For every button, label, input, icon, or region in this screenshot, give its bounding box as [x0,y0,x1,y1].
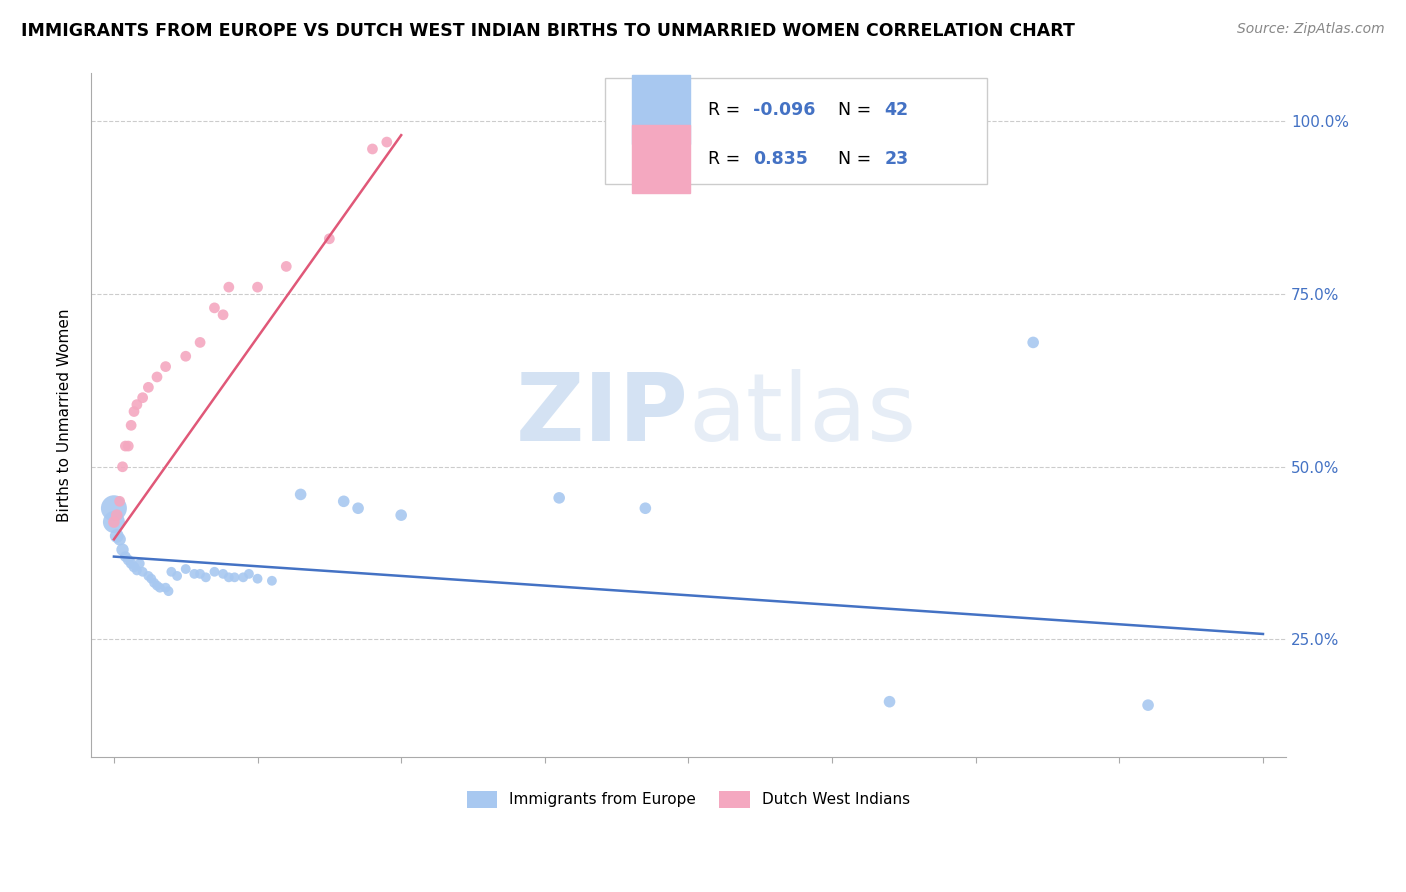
Point [361,142,384,156]
Point [108,533,131,547]
Point [246,572,269,586]
Point [103,515,125,529]
Text: 23: 23 [884,150,908,169]
Point [131,565,153,579]
Text: 0.835: 0.835 [754,150,808,169]
Point [194,570,217,584]
Point [218,280,240,294]
Point [276,260,298,274]
Point [232,570,254,584]
Point [114,549,136,564]
Point [157,584,180,599]
Point [138,569,160,583]
Y-axis label: Births to Unmarried Women: Births to Unmarried Women [58,309,72,522]
Point [1137,698,1160,713]
Text: R =: R = [707,101,745,119]
Point [238,566,260,581]
Point [138,380,160,394]
Point [122,560,145,574]
Point [332,494,354,508]
Point [290,487,312,501]
Point [103,501,125,516]
Point [114,439,136,453]
FancyBboxPatch shape [605,78,987,185]
Text: N =: N = [827,150,877,169]
Point [174,349,197,363]
Point [105,508,128,523]
Point [188,566,211,581]
Point [204,565,226,579]
Point [105,529,128,543]
Point [1022,335,1045,350]
Bar [633,125,689,194]
Text: atlas: atlas [689,369,917,461]
Point [120,418,142,433]
Point [125,563,148,577]
Point [108,494,131,508]
Text: -0.096: -0.096 [754,101,815,119]
Point [143,575,166,590]
Point [155,359,177,374]
Point [174,562,197,576]
Point [212,566,235,581]
Point [548,491,571,505]
Point [389,508,412,523]
Point [155,581,177,595]
Point [347,501,370,516]
Text: ZIP: ZIP [516,369,689,461]
Point [212,308,235,322]
Text: N =: N = [827,101,877,119]
Point [260,574,283,588]
Point [879,695,901,709]
Point [128,557,150,571]
Point [224,570,246,584]
Point [125,398,148,412]
Point [149,581,172,595]
Point [188,335,211,350]
Point [204,301,226,315]
Bar [633,76,689,144]
Point [117,439,139,453]
Text: IMMIGRANTS FROM EUROPE VS DUTCH WEST INDIAN BIRTHS TO UNMARRIED WOMEN CORRELATIO: IMMIGRANTS FROM EUROPE VS DUTCH WEST IND… [21,22,1076,40]
Text: Source: ZipAtlas.com: Source: ZipAtlas.com [1237,22,1385,37]
Point [117,553,139,567]
Legend: Immigrants from Europe, Dutch West Indians: Immigrants from Europe, Dutch West India… [461,784,917,814]
Point [318,232,340,246]
Text: 42: 42 [884,101,908,119]
Point [166,569,188,583]
Point [103,515,125,529]
Point [146,370,169,384]
Point [375,135,398,149]
Point [120,557,142,571]
Point [141,572,163,586]
Point [122,404,145,418]
Point [111,542,134,557]
Point [634,501,657,516]
Point [183,566,205,581]
Point [218,570,240,584]
Point [160,565,183,579]
Point [146,579,169,593]
Text: R =: R = [707,150,751,169]
Point [246,280,269,294]
Point [131,391,153,405]
Point [111,459,134,474]
